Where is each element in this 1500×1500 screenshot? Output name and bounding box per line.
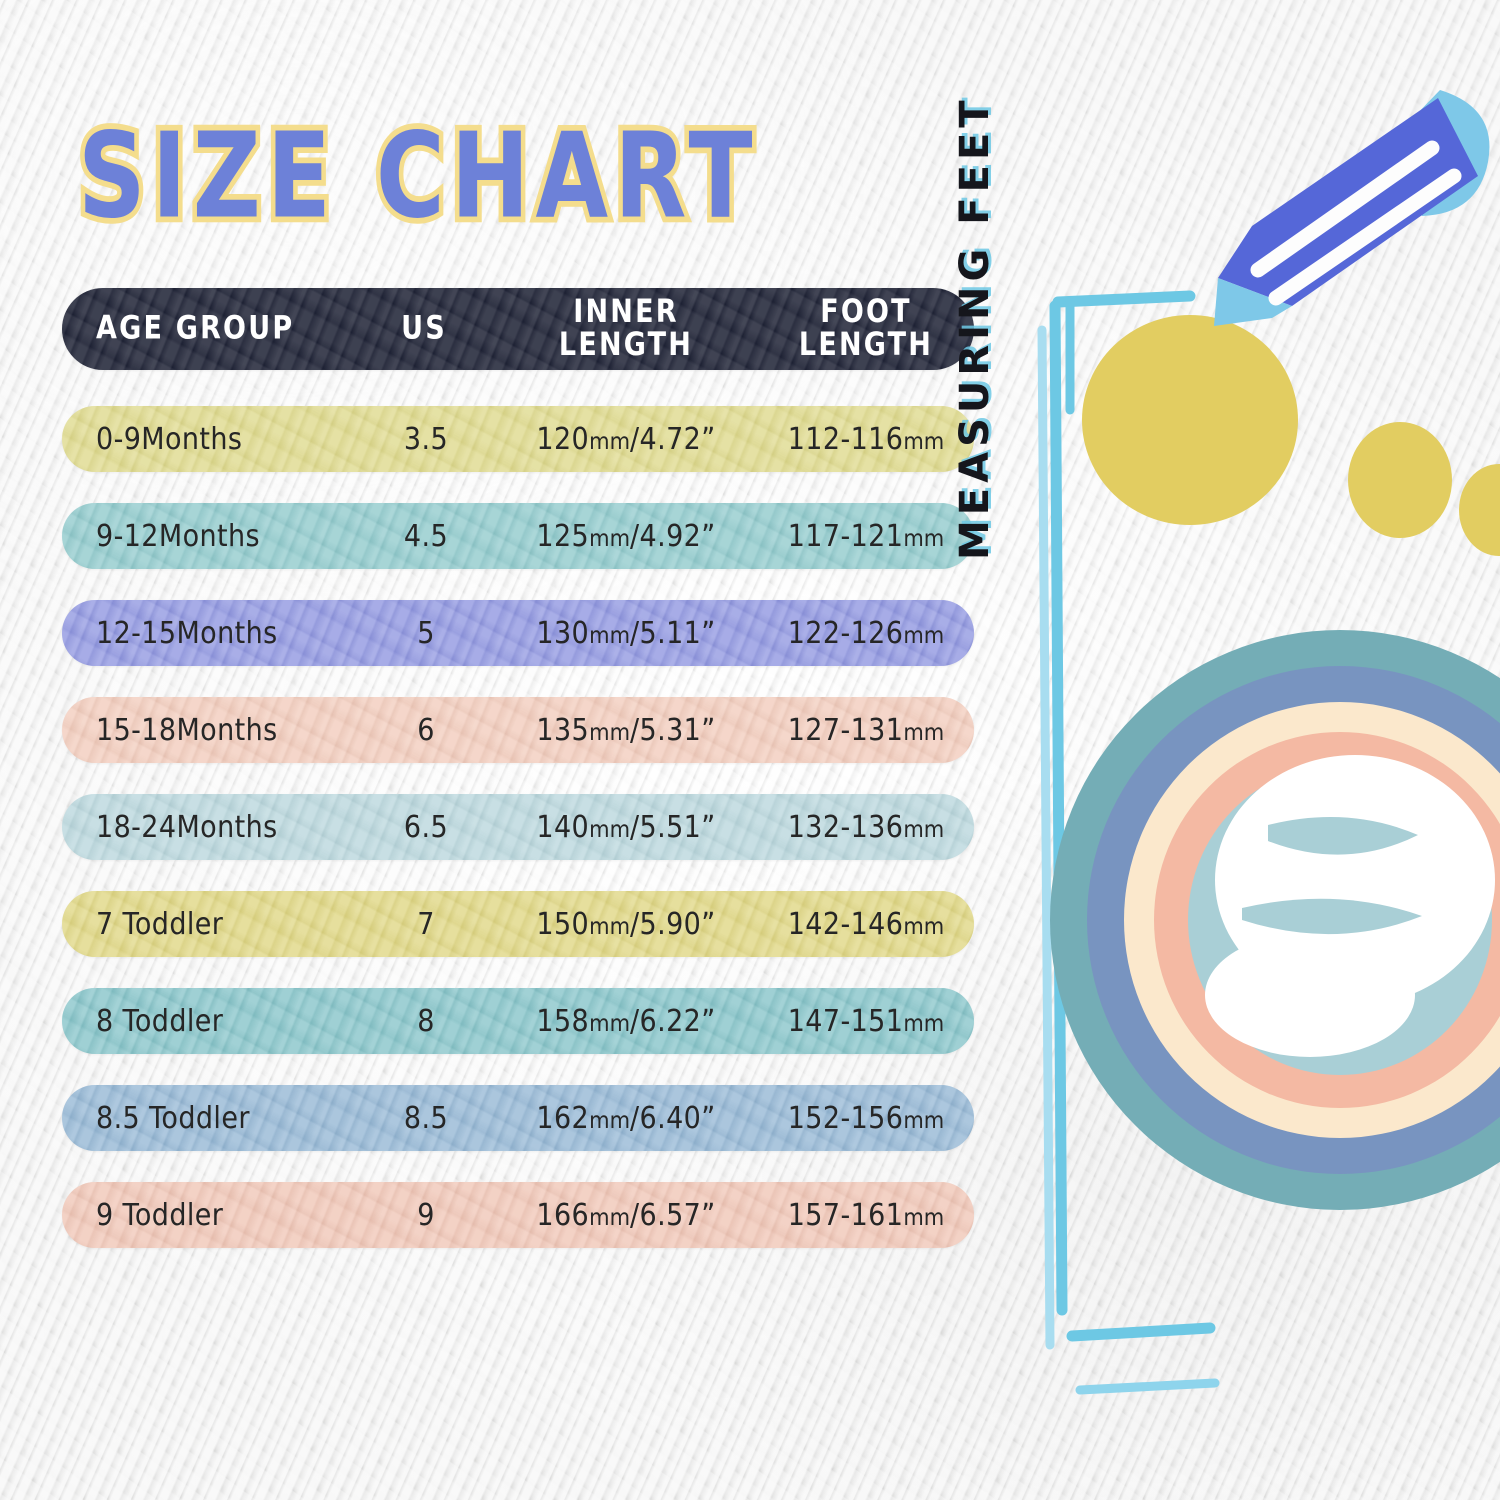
cell-inner-length: 130mm/5.11” bbox=[536, 615, 716, 651]
cell-age-group: 18-24Months bbox=[96, 809, 278, 845]
cell-foot-length: 117-121mm bbox=[787, 518, 945, 554]
cell-foot-length: 152-156mm bbox=[787, 1100, 945, 1136]
table-row: 8.5 Toddler 8.5 162mm/6.40” 152-156mm bbox=[62, 1085, 974, 1151]
column-header-inner-length-line1: INNER bbox=[573, 293, 679, 330]
measuring-feet-illustration bbox=[1010, 90, 1500, 1420]
page-title-text: SIZE CHART bbox=[73, 107, 759, 245]
cell-age-group: 8 Toddler bbox=[96, 1003, 224, 1039]
table-row: 18-24Months 6.5 140mm/5.51” 132-136mm bbox=[62, 794, 974, 860]
cell-us-size: 3.5 bbox=[403, 421, 449, 457]
cell-age-group: 9 Toddler bbox=[96, 1197, 224, 1233]
cell-inner-length: 135mm/5.31” bbox=[536, 712, 716, 748]
cell-us-size: 7 bbox=[417, 906, 435, 942]
cell-inner-length: 162mm/6.40” bbox=[536, 1100, 716, 1136]
cell-us-size: 8.5 bbox=[403, 1100, 449, 1136]
yellow-circles-icon bbox=[1082, 315, 1500, 556]
column-header-foot-length-line1: FOOT bbox=[820, 293, 912, 330]
cell-age-group: 8.5 Toddler bbox=[96, 1100, 250, 1136]
cell-inner-length: 166mm/6.57” bbox=[536, 1197, 716, 1233]
cell-inner-length: 158mm/6.22” bbox=[536, 1003, 716, 1039]
table-row: 9-12Months 4.5 125mm/4.92” 117-121mm bbox=[62, 503, 974, 569]
cell-us-size: 9 bbox=[417, 1197, 435, 1233]
pencil-icon bbox=[1214, 90, 1490, 326]
table-header-row: AGE GROUP US INNER LENGTH FOOT LENGTH bbox=[62, 288, 974, 370]
column-header-inner-length: INNER LENGTH bbox=[490, 293, 762, 364]
cell-inner-length: 150mm/5.90” bbox=[536, 906, 716, 942]
column-header-inner-length-line2: LENGTH bbox=[558, 326, 694, 364]
cell-age-group: 7 Toddler bbox=[96, 906, 224, 942]
cell-us-size: 5 bbox=[417, 615, 435, 651]
cell-age-group: 0-9Months bbox=[96, 421, 243, 457]
cell-us-size: 6.5 bbox=[403, 809, 449, 845]
cell-foot-length: 127-131mm bbox=[787, 712, 945, 748]
cell-foot-length: 112-116mm bbox=[787, 421, 945, 457]
table-row: 12-15Months 5 130mm/5.11” 122-126mm bbox=[62, 600, 974, 666]
table-row: 0-9Months 3.5 120mm/4.72” 112-116mm bbox=[62, 406, 974, 472]
cell-age-group: 9-12Months bbox=[96, 518, 260, 554]
column-header-age-group: AGE GROUP bbox=[96, 309, 295, 347]
column-header-foot-length-line2: LENGTH bbox=[798, 326, 934, 364]
cell-inner-length: 140mm/5.51” bbox=[536, 809, 716, 845]
table-row: 9 Toddler 9 166mm/6.57” 157-161mm bbox=[62, 1182, 974, 1248]
cell-us-size: 4.5 bbox=[403, 518, 449, 554]
column-header-foot-length: FOOT LENGTH bbox=[762, 293, 970, 364]
cell-foot-length: 132-136mm bbox=[787, 809, 945, 845]
cell-foot-length: 142-146mm bbox=[787, 906, 945, 942]
cell-inner-length: 120mm/4.72” bbox=[536, 421, 716, 457]
table-row: 15-18Months 6 135mm/5.31” 127-131mm bbox=[62, 697, 974, 763]
cell-foot-length: 122-126mm bbox=[787, 615, 945, 651]
cell-inner-length: 125mm/4.92” bbox=[536, 518, 716, 554]
page-title: SIZE CHART bbox=[73, 112, 757, 241]
column-header-us: US bbox=[401, 309, 447, 347]
table-row: 7 Toddler 7 150mm/5.90” 142-146mm bbox=[62, 891, 974, 957]
table-rows-container: 0-9Months 3.5 120mm/4.72” 112-116mm 9-12Mont… bbox=[62, 406, 974, 1248]
measuring-feet-label: MEASURING FEET bbox=[952, 95, 998, 560]
cell-foot-length: 147-151mm bbox=[787, 1003, 945, 1039]
table-row: 8 Toddler 8 158mm/6.22” 147-151mm bbox=[62, 988, 974, 1054]
cell-age-group: 12-15Months bbox=[96, 615, 278, 651]
size-chart-table: AGE GROUP US INNER LENGTH FOOT LENGTH 0-… bbox=[62, 288, 974, 1279]
cell-age-group: 15-18Months bbox=[96, 712, 278, 748]
cell-foot-length: 157-161mm bbox=[787, 1197, 945, 1233]
cell-us-size: 6 bbox=[417, 712, 435, 748]
cell-us-size: 8 bbox=[417, 1003, 435, 1039]
